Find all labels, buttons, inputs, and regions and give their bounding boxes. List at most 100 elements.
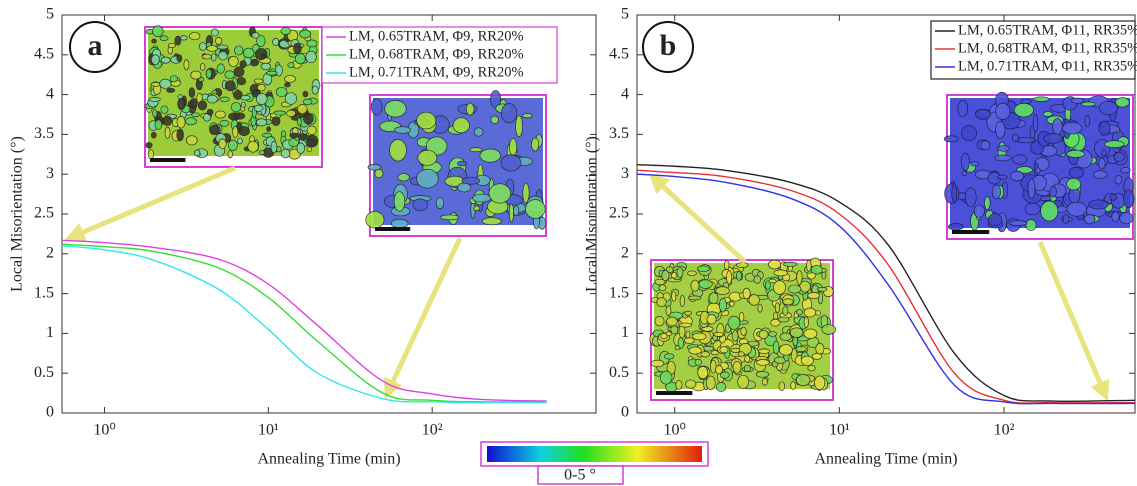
grain <box>817 287 827 291</box>
grain <box>192 113 200 117</box>
grain <box>509 204 513 222</box>
grain <box>303 91 308 97</box>
grain <box>300 30 311 38</box>
grain <box>1099 158 1106 168</box>
grain <box>215 37 221 44</box>
grain <box>662 270 669 281</box>
grain <box>276 87 287 96</box>
grain <box>470 148 482 152</box>
y-axis-label: Local Misorientation (°) <box>584 136 601 292</box>
grain <box>758 349 769 354</box>
legend-label: LM, 0.65TRAM, Φ11, RR35% <box>958 22 1137 38</box>
grain <box>757 359 770 365</box>
grain <box>788 285 801 293</box>
grain <box>290 133 299 138</box>
grain <box>234 46 243 55</box>
y-tick-label: 1 <box>46 324 54 341</box>
grain <box>796 309 802 315</box>
grain <box>312 86 318 94</box>
grain <box>676 380 682 389</box>
grain <box>217 45 228 49</box>
grain <box>686 331 690 338</box>
grain <box>971 161 979 166</box>
grain <box>398 174 410 181</box>
grain <box>1036 168 1041 174</box>
x-axis-label: Annealing Time (min) <box>257 451 400 468</box>
grain <box>758 304 762 312</box>
grain <box>160 79 171 88</box>
grain <box>706 376 715 390</box>
grain <box>680 295 685 306</box>
grain <box>184 60 189 70</box>
grain <box>303 113 313 124</box>
x-tick-label: 10⁰ <box>93 422 115 439</box>
y-tick-label: 0 <box>621 404 629 421</box>
grain <box>744 365 750 372</box>
grain <box>807 260 812 271</box>
grain <box>1025 203 1040 215</box>
legend-label: LM, 0.68TRAM, Φ11, RR35% <box>958 40 1137 56</box>
grain <box>1067 202 1087 216</box>
grain <box>1012 134 1019 142</box>
grain <box>778 317 789 322</box>
grain <box>1067 150 1085 157</box>
grain <box>207 95 217 103</box>
grain <box>1115 175 1122 184</box>
grain <box>952 184 957 203</box>
grain <box>161 106 168 114</box>
y-tick-label: 5 <box>621 6 629 23</box>
grain <box>457 161 466 166</box>
x-tick-label: 10⁰ <box>664 422 686 439</box>
grain <box>254 105 263 111</box>
grain <box>958 100 968 116</box>
inset-map <box>650 258 836 400</box>
grain <box>1124 190 1134 208</box>
grain <box>736 263 748 268</box>
grain <box>808 365 815 371</box>
grain <box>815 311 820 316</box>
grain <box>677 268 683 278</box>
grain <box>228 151 233 158</box>
scale-bar <box>656 391 692 395</box>
grain <box>1069 167 1084 178</box>
grain <box>231 102 241 111</box>
grain <box>259 151 265 155</box>
grain <box>395 127 411 134</box>
grain <box>1115 97 1129 107</box>
grain <box>672 292 676 302</box>
grain <box>732 331 738 341</box>
grain <box>689 347 702 354</box>
grain <box>489 184 511 203</box>
grain <box>241 95 251 100</box>
grain <box>685 311 692 315</box>
grain <box>754 276 761 284</box>
grain <box>711 351 719 355</box>
grain <box>791 382 796 390</box>
grain <box>151 82 160 86</box>
y-tick-label: 4.5 <box>609 45 629 62</box>
grain <box>241 102 245 107</box>
grain <box>1102 150 1107 156</box>
grain <box>1041 201 1058 221</box>
grain <box>804 308 816 317</box>
colorbar <box>487 446 702 462</box>
grain <box>151 132 156 138</box>
grain <box>254 79 263 83</box>
grain <box>739 312 744 321</box>
grain <box>191 71 201 79</box>
grain <box>671 326 678 334</box>
grain <box>671 273 677 279</box>
grain <box>211 54 216 61</box>
grain <box>783 307 788 316</box>
grain <box>151 55 159 65</box>
figure: 0-5 ° 00.511.522.533.544.5510⁰10¹10²Anne… <box>0 0 1137 486</box>
grain <box>474 128 483 136</box>
panel-label: b <box>660 29 677 62</box>
grain <box>996 103 1010 119</box>
grain <box>714 332 724 336</box>
grain <box>709 293 718 304</box>
grain <box>1099 101 1117 114</box>
grain <box>473 194 491 202</box>
grain <box>256 119 267 126</box>
grain <box>992 185 1000 199</box>
